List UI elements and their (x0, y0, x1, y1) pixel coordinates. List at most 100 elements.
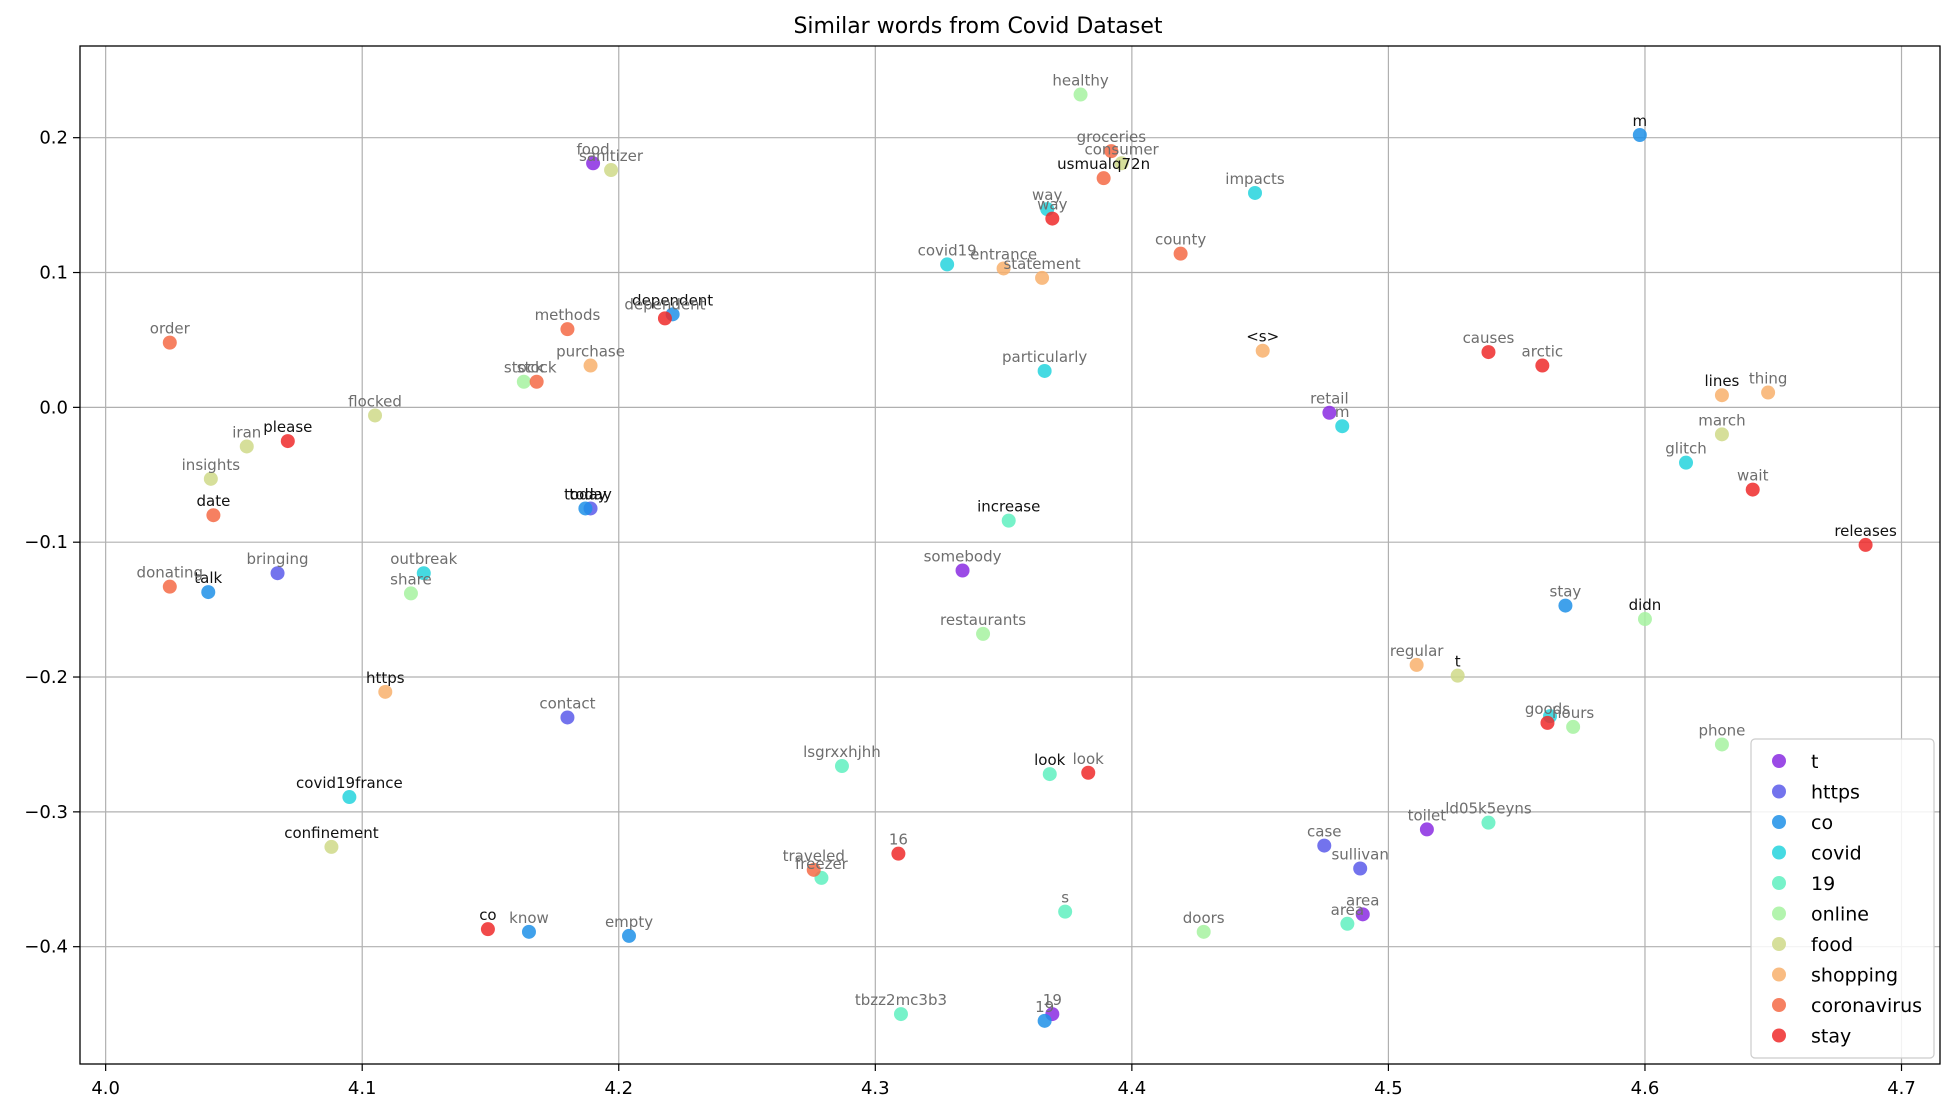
y-tick-label: −0.2 (24, 667, 68, 688)
data-point (1114, 156, 1129, 171)
x-tick-label: 4.3 (861, 1078, 890, 1099)
data-point (586, 156, 601, 171)
point-label: flocked (348, 392, 402, 410)
data-point (1058, 904, 1073, 919)
point-label: outbreak (390, 550, 457, 568)
data-point (1714, 388, 1729, 403)
data-point (378, 684, 393, 699)
data-point (1037, 363, 1052, 378)
point-label: look (1034, 751, 1066, 769)
point-label: case (1307, 823, 1341, 841)
data-point (955, 563, 970, 578)
data-point (806, 862, 821, 877)
data-point (583, 358, 598, 373)
point-label: today (569, 485, 612, 503)
data-point (201, 585, 216, 600)
data-point (1558, 598, 1573, 613)
data-point (1858, 537, 1873, 552)
point-label: sanitizer (579, 147, 644, 165)
point-label: insights (182, 456, 241, 474)
point-label: impacts (1225, 170, 1285, 188)
point-label: m (1335, 403, 1350, 421)
point-label: traveled (783, 847, 845, 865)
point-label: s (1061, 889, 1069, 907)
data-point (834, 759, 849, 774)
point-label: county (1155, 231, 1206, 249)
data-point (1081, 765, 1096, 780)
data-point (1566, 719, 1581, 734)
legend-marker (1772, 998, 1786, 1012)
data-point (1317, 838, 1332, 853)
point-label: confinement (284, 824, 378, 842)
point-label: entrance (970, 245, 1037, 263)
data-point (270, 566, 285, 581)
legend-marker (1772, 1028, 1786, 1043)
data-point (1196, 924, 1211, 939)
legend-entry: https (1811, 782, 1860, 804)
point-label: area (1331, 901, 1364, 919)
point-label: phone (1698, 721, 1745, 739)
point-label: consumer (1084, 140, 1159, 158)
point-label: 16 (889, 831, 908, 849)
point-label: food (577, 140, 610, 158)
data-point (622, 928, 637, 943)
y-tick-label: −0.3 (24, 802, 68, 823)
point-label: order (150, 320, 191, 338)
data-point (1035, 270, 1050, 285)
data-point (342, 790, 357, 805)
data-point (1535, 358, 1550, 373)
point-label: https (366, 669, 405, 687)
point-label: t (1455, 653, 1461, 671)
point-label: empty (605, 913, 653, 931)
data-point (162, 335, 177, 350)
y-tick-label: −0.1 (24, 532, 68, 553)
plot-frame (79, 45, 1941, 1065)
x-tick-label: 4.5 (1374, 1078, 1403, 1099)
point-label: toilet (1408, 806, 1447, 824)
point-label: dependent (624, 295, 705, 313)
point-label: goods (1525, 700, 1570, 718)
data-point (893, 1007, 908, 1022)
point-label: retail (1310, 390, 1348, 408)
x-tick-label: 4.4 (1118, 1078, 1147, 1099)
data-point (203, 471, 218, 486)
data-point (1632, 127, 1647, 142)
data-point (1481, 345, 1496, 360)
data-point (1096, 171, 1111, 186)
point-label: usmualq72n (1057, 155, 1150, 173)
point-label: today (564, 485, 607, 503)
point-label: covid19 (918, 241, 977, 259)
data-point (403, 586, 418, 601)
y-tick-label: 0.1 (39, 263, 68, 284)
legend-marker (1772, 815, 1786, 829)
data-point (416, 566, 431, 581)
data-point (516, 374, 531, 389)
data-point (1745, 482, 1760, 497)
grid-lines (80, 46, 1940, 1064)
point-label: <s> (1246, 328, 1279, 346)
point-label: covid19france (296, 774, 403, 792)
y-tick-label: 0.2 (39, 128, 68, 149)
data-point (1037, 1013, 1052, 1028)
point-label: healthy (1052, 72, 1108, 90)
legend-entry: food (1811, 934, 1853, 956)
point-label: releases (1834, 522, 1897, 540)
point-label: wait (1737, 467, 1769, 485)
y-tick-label: 0.0 (39, 397, 68, 418)
point-label: tbzz2mc3b3 (855, 991, 947, 1009)
data-point (1761, 385, 1776, 400)
point-label: share (390, 570, 432, 588)
point-label: 19 (1043, 991, 1062, 1009)
legend-entry: 19 (1811, 873, 1835, 895)
point-label: date (196, 492, 230, 510)
legend-marker (1772, 937, 1786, 951)
point-label: donating (137, 564, 203, 582)
legend-box (1750, 738, 1935, 1059)
data-point (1248, 185, 1263, 200)
data-point (1340, 916, 1355, 931)
point-label: statement (1003, 255, 1080, 273)
data-point (604, 163, 619, 178)
point-label: doors (1183, 909, 1225, 927)
